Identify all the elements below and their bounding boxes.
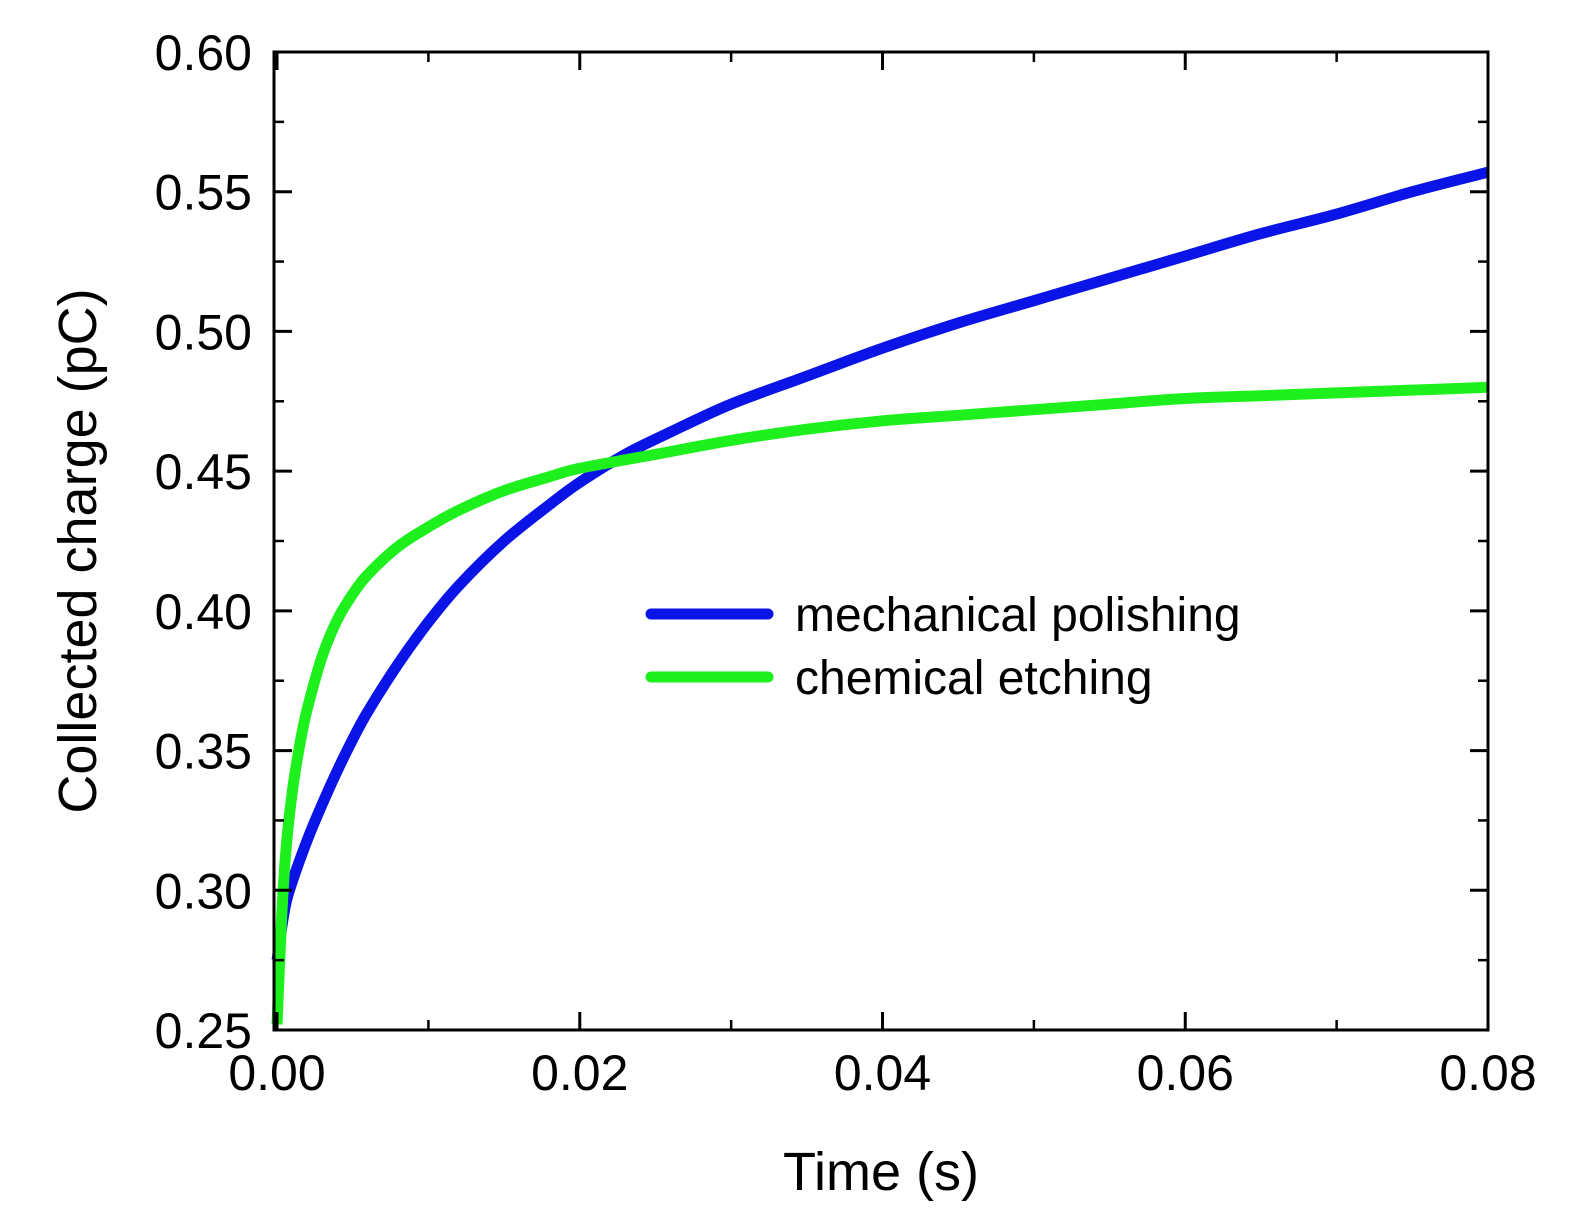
x-tick-label: 0.06 <box>1137 1045 1234 1101</box>
y-tick-label: 0.55 <box>155 165 252 221</box>
x-tick-label: 0.00 <box>228 1045 325 1101</box>
legend: mechanical polishing chemical etching <box>645 589 1241 705</box>
series-line-chemical-etching <box>271 381 1489 1025</box>
x-tick-label: 0.08 <box>1439 1045 1536 1101</box>
ticks-group <box>274 50 1490 1032</box>
tick-labels-group: 0.00 0.02 0.04 0.06 0.08 0.25 0.30 0.35 0.40 0.45… <box>155 25 1537 1101</box>
plot-frame <box>272 50 1490 1032</box>
y-tick-label: 0.45 <box>155 444 252 500</box>
y-tick-label: 0.35 <box>155 724 252 780</box>
y-tick-label: 0.40 <box>155 584 252 640</box>
y-tick-label: 0.50 <box>155 304 252 360</box>
y-tick-label: 0.25 <box>155 1003 252 1059</box>
x-tick-label: 0.02 <box>531 1045 628 1101</box>
y-tick-label: 0.60 <box>155 25 252 81</box>
y-axis-label: Collected charge (pC) <box>48 288 108 813</box>
legend-label-mechanical-polishing: mechanical polishing <box>795 589 1241 642</box>
series-line-mechanical-polishing <box>271 166 1490 961</box>
y-tick-label: 0.30 <box>155 863 252 919</box>
series-group <box>271 166 1490 1025</box>
legend-label-chemical-etching: chemical etching <box>795 652 1153 705</box>
x-tick-label: 0.04 <box>834 1045 931 1101</box>
x-axis-label: Time (s) <box>783 1142 979 1202</box>
